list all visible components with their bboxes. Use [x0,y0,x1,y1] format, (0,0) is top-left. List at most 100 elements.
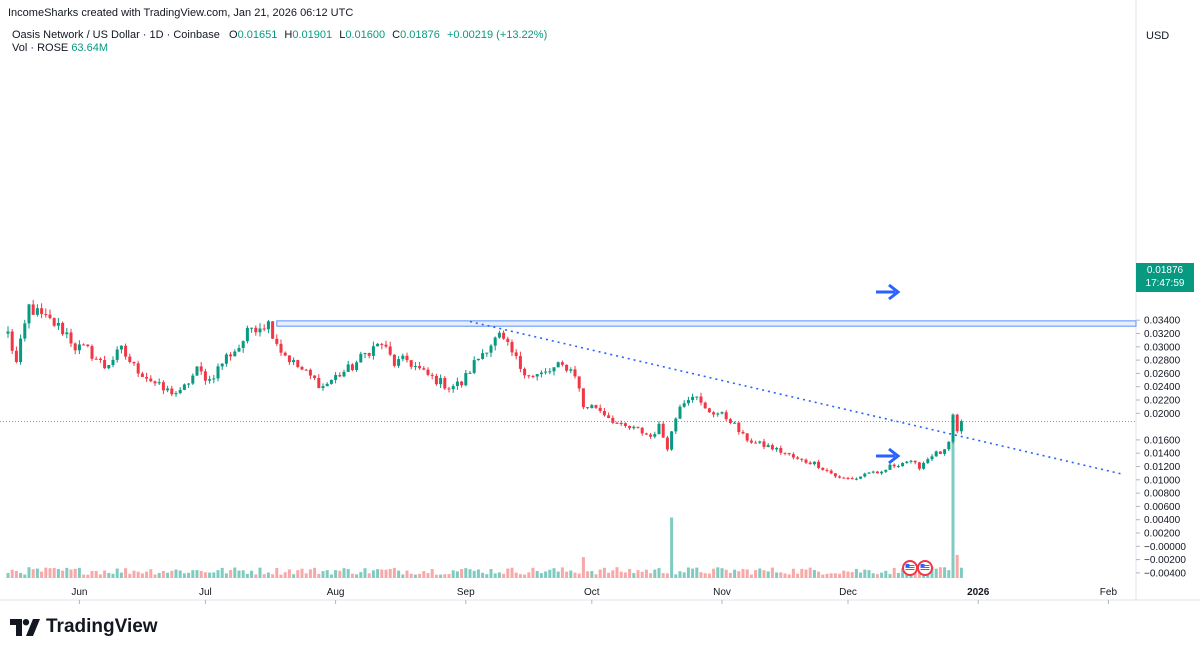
volume-bar [308,569,312,578]
volume-bar [199,570,203,578]
candle-body [308,369,312,376]
volume-label[interactable]: Vol · ROSE [12,42,69,54]
candle-body [775,448,779,450]
candle-body [292,360,296,363]
volume-bar [888,574,892,578]
candle-body [422,368,426,370]
candle-body [460,381,464,386]
candle-body [44,314,48,316]
volume-bar [170,570,174,578]
volume-bar [14,570,18,578]
volume-bar [821,574,825,578]
candle-body [867,472,871,474]
volume-bar [355,574,359,578]
candle-body [539,372,543,375]
volume-bar [124,568,128,578]
price-axis-label: 0.02000 [1144,409,1181,420]
time-axis-label: Sep [457,587,475,598]
volume-bar [342,568,346,578]
candle-body [401,355,405,360]
candle-body [829,470,833,474]
volume-bar [111,573,115,578]
candle-body [384,344,388,347]
candle-body [741,432,745,434]
candle-body [329,379,333,384]
volume-bar [842,570,846,578]
candle-body [644,433,648,435]
volume-bar [233,567,237,578]
candle-body [514,352,518,357]
candle-body [607,415,611,418]
candle-body [65,332,69,335]
volume-bar [577,573,581,578]
time-axis-label: Nov [713,587,731,598]
candle-body [376,343,380,347]
candle-body [94,358,98,360]
volume-bar [497,572,501,578]
candle-body [342,371,346,377]
candle-body [842,477,846,479]
candle-body [52,318,56,326]
candle-body [355,362,359,370]
candle-body [124,345,128,357]
volume-bar [153,574,157,578]
price-axis-label: 0.02600 [1144,369,1181,380]
candle-body [598,407,602,411]
open-value: 0.01651 [237,29,278,41]
candle-body [350,364,354,370]
volume-bar [363,568,367,578]
flag-stripe [920,569,930,570]
candle-body [497,332,501,338]
currency-label[interactable]: USD [1146,30,1170,42]
volume-bar [791,568,795,578]
volume-bar [489,569,493,578]
candle-body [40,308,44,315]
candle-body [258,328,262,333]
candle-body [527,375,531,377]
volume-bar [783,573,787,578]
volume-bar [758,568,762,578]
volume-bar [754,570,758,578]
candle-body [140,373,144,377]
volume-bar [262,574,266,578]
candle-body [510,341,514,353]
candle-body [136,363,140,374]
candle-body [665,437,669,450]
candle-body [338,375,342,377]
volume-bar [157,572,161,578]
flag-stripe [920,567,930,568]
volume-bar [73,568,77,578]
candle-body [153,381,157,384]
candle-body [896,466,900,468]
candle-body [691,396,695,401]
descending-trendline [469,320,1122,475]
volume-bar [619,571,623,578]
symbol-name[interactable]: Oasis Network / US Dollar · 1D · Coinbas… [12,29,220,41]
tradingview-logo[interactable]: TradingView [10,616,158,638]
price-axis-label: 0.00800 [1144,489,1181,500]
candle-body [955,414,959,432]
volume-bar [594,574,598,578]
close-value: 0.01876 [400,29,440,41]
candle-body [531,375,535,377]
candle-body [947,441,951,450]
volume-bar [367,573,371,578]
candle-body [913,460,917,463]
candle-body [157,382,161,384]
volume-bar [287,569,291,578]
volume-bar [733,569,737,578]
price-annotation-arrow [876,283,901,301]
candle-body [233,351,237,357]
volume-bar [371,570,375,578]
volume-bar [250,570,254,578]
high-label: H [284,29,293,41]
volume-bar [560,567,564,578]
volume-bar [481,572,485,578]
volume-bar [905,574,909,578]
volume-bar [804,569,808,578]
candle-body [745,433,749,441]
volume-bar [31,569,35,578]
candle-body [703,402,707,409]
chart-credit: IncomeSharks created with TradingView.co… [8,7,354,19]
